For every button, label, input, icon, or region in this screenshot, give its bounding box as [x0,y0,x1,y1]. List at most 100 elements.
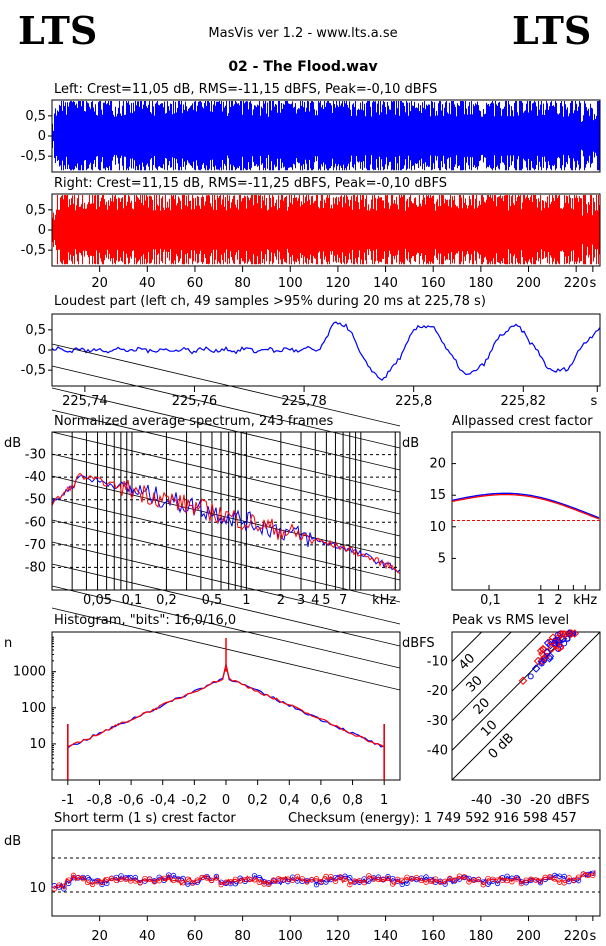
short-crest-right-point [461,874,467,880]
peak-rms-point [552,637,559,644]
short-crest-right-point [70,872,77,879]
spectrum-xtick-label: 2 [277,593,285,608]
short-crest-right-point [132,878,139,884]
short-crest-xtick-label: 220 [564,929,589,944]
short-crest-right-point [108,875,115,882]
short-crest-xtick-label: 140 [373,929,398,944]
histogram-left [67,664,385,781]
histogram-right [67,664,385,781]
short-crest-right-point [123,876,129,882]
short-crest-right-point [356,877,363,884]
histogram-xtick-label: 0,4 [279,793,300,808]
spectrum-diagonal [51,343,401,427]
short-crest-right-point [399,877,405,884]
histogram-xtick-label: -1 [61,793,74,808]
peak-rms-diagonal [451,631,542,722]
allpassed-ytick-label: 5 [438,551,446,566]
left-waveform-title: Left: Crest=11,05 dB, RMS=-11,15 dBFS, P… [54,82,438,97]
short-crest-xtick-label: s [589,929,596,944]
spectrum-ytick-label: -40 [25,470,46,485]
loudest-ytick-label: 0 [38,343,46,358]
allpassed-title: Allpassed crest factor [452,414,593,429]
peak-rms-point [564,630,571,637]
short-crest-right-point [80,875,86,882]
histogram-xtick-label: -0,8 [87,793,112,808]
loudest-part-title: Loudest part (left ch, 49 samples >95% d… [54,294,486,309]
short-crest-right-point [61,883,67,889]
short-crest-right-point [475,876,482,883]
short-crest-right-point [404,874,410,880]
short-crest-xtick-label: 40 [139,929,156,944]
short-crest-right-point [99,879,105,886]
peak-rms-point [545,654,554,663]
allpassed-ytick-label: 20 [429,457,446,472]
short-crest-xtick-label: 60 [187,929,204,944]
peak-rms-frame [451,631,601,781]
right-waveform-ytick-label: 0,5 [25,203,46,218]
spectrum-diagonal [51,409,401,493]
short-crest-right-point [146,876,153,882]
right-waveform-ytick-label: 0 [38,223,46,238]
spectrum-diagonal [51,497,401,581]
short-crest-right-point [466,879,472,885]
short-crest-right-point [180,880,186,886]
loudest-xtick-label: 225,74 [62,394,108,409]
peak-rms-point [554,632,561,639]
short-crest-right-point [504,877,510,884]
short-crest-frame [51,829,601,917]
waveform-xtick-label: 160 [421,276,446,291]
peak-rms-point [518,676,528,686]
short-crest-right-point [75,874,81,881]
short-crest-right-point [571,877,577,884]
spectrum-xtick-label: 0,5 [202,593,223,608]
peak-rms-xtick-label: -40 [471,793,492,808]
short-crest-right-point [251,877,258,883]
allpassed-left [451,492,600,519]
left-waveform-ytick-label: 0 [38,129,46,144]
peak-rms-diagonal [451,631,482,662]
spectrum-ytick-label: -30 [25,448,46,463]
peak-rms-point [536,646,546,655]
peak-rms-point [539,653,549,663]
short-crest-right-point [318,878,324,885]
spectrum-ytick-label: -60 [25,515,46,530]
allpassed-right [451,493,600,520]
short-crest-right-point [366,873,372,879]
spectrum-xtick-label: 0,05 [83,593,112,608]
spectrum-diagonal [51,519,401,603]
spectrum-diagonal [51,453,401,537]
spectrum-xtick-label: 7 [339,593,347,608]
waveform-xtick-label: 180 [468,276,493,291]
left-waveform-signal [52,101,600,171]
short-crest-right-point [175,877,181,883]
checksum-label: Checksum (energy): 1 749 592 916 598 457 [288,811,577,826]
short-crest-right-point [294,873,301,880]
short-crest-right-point [185,876,191,882]
short-crest-right-point [552,876,558,882]
allpassed-xtick-label: 1 [537,593,545,608]
short-crest-left-point [423,874,429,880]
spectrum-diagonal [51,365,401,449]
spectrum-ytick-label: -80 [25,560,46,575]
peak-rms-point [556,641,563,648]
histogram-ytick-label: 10 [29,737,46,752]
short-crest-left-point [561,873,567,880]
short-crest-right-line [53,869,596,890]
short-crest-left-point [313,882,320,888]
short-crest-right-point [385,875,391,882]
short-crest-xtick-label: 20 [91,929,108,944]
short-crest-right-point [270,877,277,883]
left-waveform-ytick-label: -0,5 [21,149,46,164]
peak-rms-point [543,638,553,648]
short-crest-left-point [118,873,124,879]
histogram-xtick-label: 1 [380,793,388,808]
allpassed-xtick-label: 0,1 [480,593,501,608]
histogram-ylabel: n [4,636,13,651]
loudest-xtick-label: 225,8 [395,394,432,409]
short-crest-left-point [347,875,353,881]
waveform-xtick-label: 40 [139,276,156,291]
short-crest-right-point [580,871,587,877]
short-crest-right-point [237,878,243,884]
allpassed-ytick-label: 15 [429,488,446,503]
short-crest-right-point [390,881,396,887]
